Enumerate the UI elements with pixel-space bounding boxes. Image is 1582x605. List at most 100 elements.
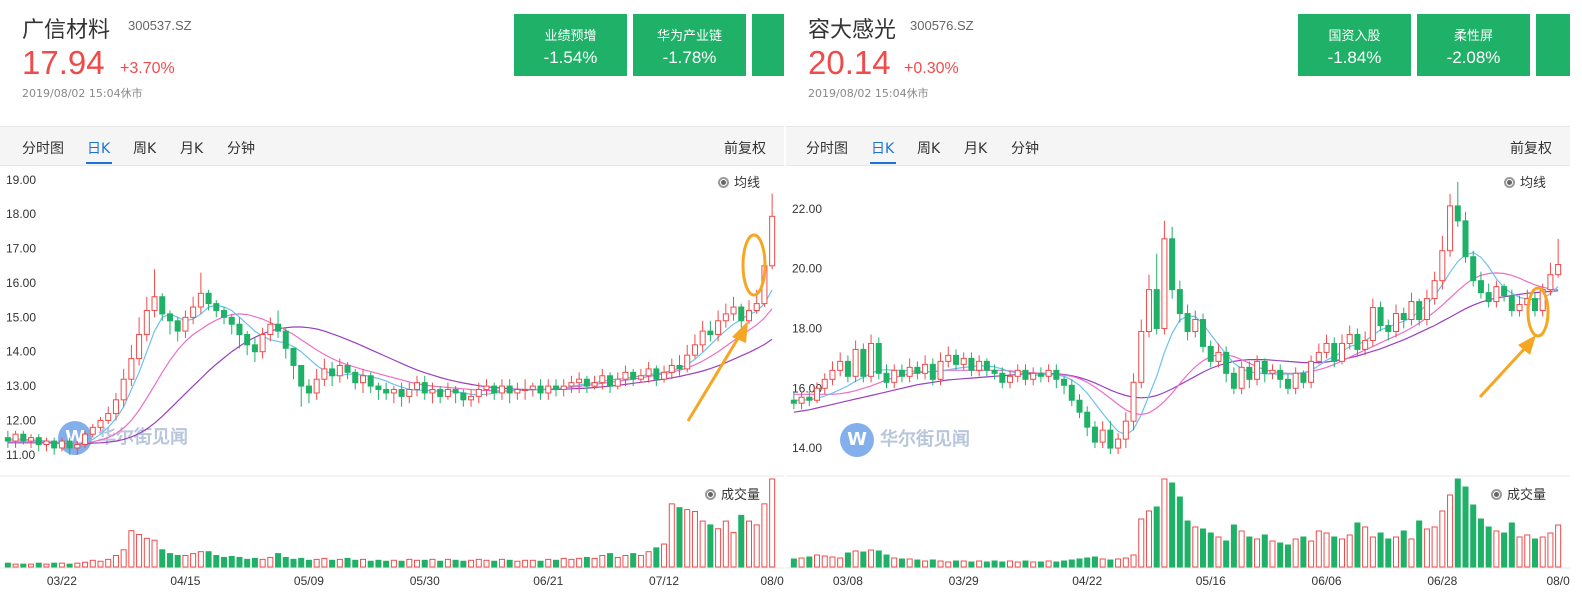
- volume-bar: [1261, 534, 1268, 568]
- candle-body: [1408, 301, 1415, 321]
- volume-bar: [213, 555, 220, 568]
- concept-card-3[interactable]: [1536, 14, 1570, 76]
- volume-bar: [1238, 530, 1245, 568]
- candle-body: [1439, 250, 1446, 282]
- volume-bar: [999, 561, 1006, 568]
- ma-toggle-label: 均线: [733, 176, 760, 191]
- concept-card-1[interactable]: 国资入股 -1.84%: [1298, 14, 1411, 76]
- candle-body: [105, 413, 112, 421]
- volume-bar: [1246, 536, 1253, 568]
- volume-bar: [645, 551, 652, 568]
- forward-adjust-button[interactable]: 前复权: [724, 141, 766, 157]
- tab-monthly-k[interactable]: 月K: [180, 141, 204, 157]
- volume-bar: [190, 553, 197, 568]
- concept-card-2[interactable]: 柔性屏 -2.08%: [1417, 14, 1530, 76]
- volume-bar: [1362, 526, 1369, 568]
- volume-bar: [730, 532, 737, 568]
- volume-bar: [1007, 560, 1014, 568]
- stock-panel-1: 广信材料 300537.SZ 17.94 +3.70% 2019/08/02 1…: [0, 0, 784, 605]
- tab-daily-k[interactable]: 日K: [871, 141, 895, 157]
- volume-bar: [599, 555, 606, 568]
- volume-bar: [305, 559, 312, 568]
- candle-body: [1269, 369, 1276, 374]
- volume-bar: [267, 556, 274, 568]
- arrow-icon: [686, 334, 742, 422]
- candle-body: [475, 389, 482, 397]
- candle-body: [1555, 263, 1562, 276]
- candle-body: [691, 344, 698, 356]
- volume-bar: [344, 557, 351, 568]
- candle-body: [166, 313, 173, 322]
- volume-bar: [922, 560, 929, 568]
- volume-bar: [1377, 532, 1384, 568]
- volume-bar: [43, 563, 50, 568]
- x-tick-label: 03/08: [833, 574, 863, 588]
- volume-bar: [1192, 526, 1199, 568]
- candle-body: [313, 378, 320, 394]
- tab-monthly-k[interactable]: 月K: [964, 141, 988, 157]
- candle-body: [452, 389, 459, 394]
- volume-bar: [738, 514, 745, 568]
- wallstreetcn-logo-icon: W: [840, 423, 874, 457]
- stock-name: 广信材料: [22, 18, 111, 43]
- volume-bar: [1200, 528, 1207, 568]
- concept-card-2[interactable]: 华为产业链 -1.78%: [633, 14, 746, 76]
- kline-chart[interactable]: 22.00 20.00 18.00 16.00 14.00 03/08 03/29 04/22…: [786, 167, 1570, 605]
- candle-body: [1007, 375, 1014, 383]
- volume-bar: [1470, 504, 1477, 568]
- ma-toggle[interactable]: 均线: [717, 172, 760, 191]
- kline-chart-svg: 19.00 18.00 17.00 16.00 15.00 14.00 13.00 12.00…: [0, 173, 784, 588]
- volume-toggle[interactable]: 成交量: [1490, 484, 1546, 503]
- volume-bar: [58, 562, 65, 568]
- concept-card-3[interactable]: [752, 14, 784, 76]
- volume-toggle[interactable]: 成交量: [704, 484, 760, 503]
- volume-bar: [275, 553, 282, 568]
- candle-body: [952, 354, 959, 365]
- volume-bar: [560, 557, 567, 568]
- candle-body: [1045, 369, 1052, 377]
- concept-name: 柔性屏: [1453, 29, 1493, 44]
- candle-body: [1068, 384, 1075, 401]
- watermark-text: 华尔街见闻: [880, 429, 970, 450]
- tab-minute[interactable]: 分钟: [1011, 141, 1039, 157]
- kline-chart[interactable]: 19.00 18.00 17.00 16.00 15.00 14.00 13.00 12.00…: [0, 167, 784, 605]
- candle-body: [221, 309, 228, 318]
- candle-body: [82, 433, 89, 446]
- candle-body: [1138, 330, 1145, 383]
- volume-bar: [1068, 559, 1075, 568]
- candle-body: [599, 375, 606, 384]
- tab-daily-k[interactable]: 日K: [87, 141, 111, 157]
- volume-bar: [414, 559, 421, 568]
- tab-minute[interactable]: 分钟: [227, 141, 255, 157]
- volume-bar: [1145, 510, 1152, 568]
- forward-adjust-button[interactable]: 前复权: [1510, 141, 1552, 157]
- volume-bar: [128, 530, 135, 568]
- candle-body: [1107, 429, 1114, 449]
- ma5-line: [793, 251, 1559, 436]
- volume-bar: [1408, 538, 1415, 568]
- candle-body: [707, 330, 714, 336]
- concept-change: -1.78%: [662, 48, 717, 67]
- tab-intraday[interactable]: 分时图: [806, 141, 848, 157]
- volume-bar: [1254, 538, 1261, 568]
- volume-bar: [1061, 560, 1068, 568]
- candle-body: [1030, 372, 1037, 380]
- volume-bar: [745, 520, 752, 568]
- candle-body: [1462, 220, 1469, 258]
- tab-weekly-k[interactable]: 周K: [133, 141, 157, 157]
- tab-intraday[interactable]: 分时图: [22, 141, 64, 157]
- volume-bar: [1022, 560, 1029, 568]
- ma-toggle[interactable]: 均线: [1503, 172, 1546, 191]
- candle-body: [906, 366, 913, 377]
- concept-card-1[interactable]: 业绩预增 -1.54%: [514, 14, 627, 76]
- candle-body: [1153, 289, 1160, 329]
- volume-bar: [329, 559, 336, 568]
- candle-body: [483, 385, 490, 391]
- tab-weekly-k[interactable]: 周K: [917, 141, 941, 157]
- volume-bar: [1416, 520, 1423, 568]
- volume-bar: [1037, 561, 1044, 568]
- trade-time: 2019/08/02 15:04休市: [808, 87, 929, 100]
- volume-bar: [1516, 536, 1523, 568]
- candle-body: [1192, 319, 1199, 332]
- candle-body: [1014, 369, 1021, 377]
